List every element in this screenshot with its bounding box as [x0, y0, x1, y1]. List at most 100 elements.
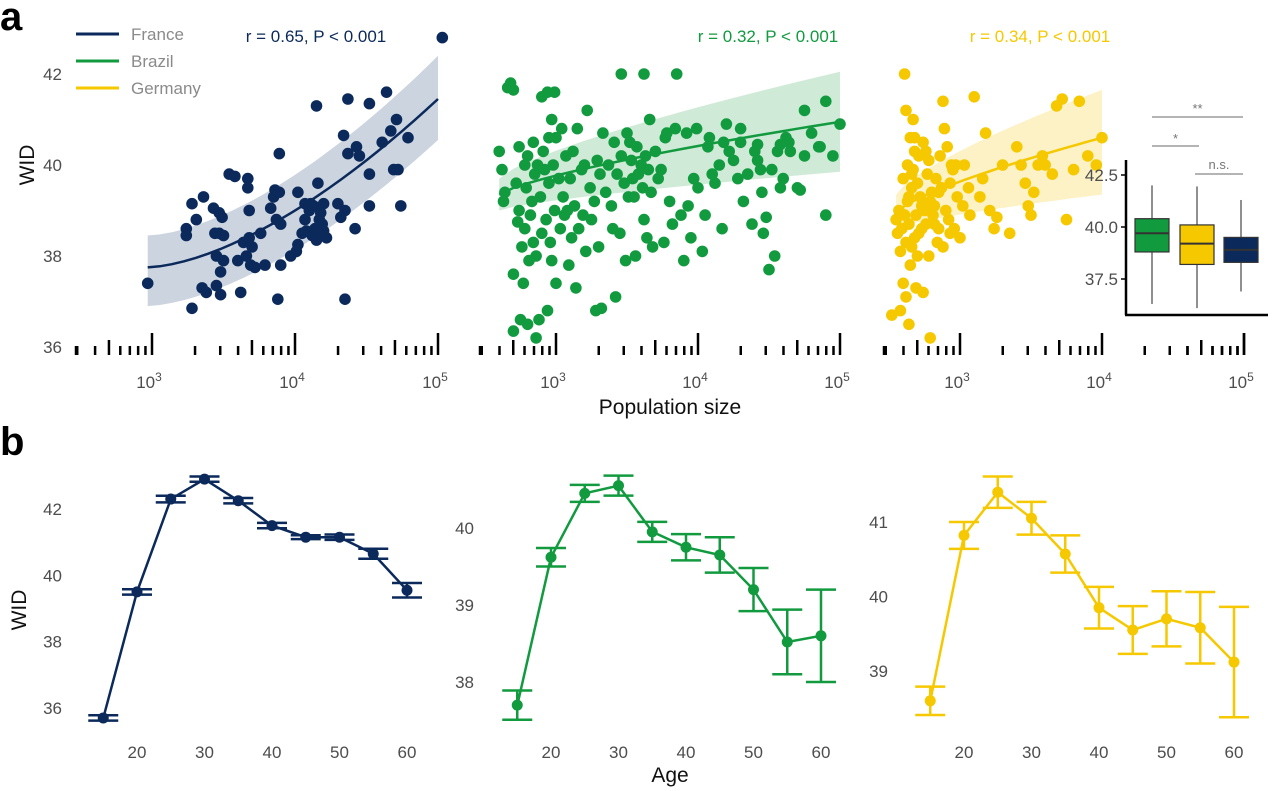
x-tick-label: 60 [398, 743, 417, 762]
x-tick-label: 50 [330, 743, 349, 762]
scatter-point [317, 197, 330, 210]
scatter-point [944, 227, 956, 240]
scatter-point [720, 118, 733, 130]
x-tick-label: 50 [1157, 743, 1176, 762]
scatter-point [273, 186, 286, 199]
x-tick-label: 103 [136, 370, 162, 392]
scatter-point [339, 204, 351, 217]
x-tick-label: 20 [955, 743, 974, 762]
scatter-point [897, 277, 909, 290]
scatter-point [242, 182, 254, 194]
scatter-point [1073, 95, 1086, 108]
scatter-point [577, 209, 589, 221]
scatter-point [678, 254, 690, 267]
scatter-point [597, 127, 609, 139]
scatter-point [519, 222, 531, 235]
scatter-point [666, 218, 679, 230]
x-tick-label: 40 [263, 743, 282, 762]
scatter-point [911, 250, 924, 262]
scatter-point [1060, 213, 1073, 226]
significance-label: ** [1192, 101, 1202, 116]
data-point [992, 486, 1004, 498]
scatter-point [820, 209, 832, 221]
data-point [781, 636, 793, 648]
scatter-point [814, 141, 826, 153]
scatter-point [385, 125, 397, 137]
scatter-point [342, 147, 354, 160]
data-point [1127, 624, 1139, 636]
scatter-point [402, 131, 414, 144]
scatter-point [242, 172, 254, 185]
scatter-point [636, 182, 649, 194]
scatter-point [259, 259, 271, 271]
series-line [929, 490, 1235, 702]
scatter-point [543, 177, 555, 189]
scatter-point [923, 250, 935, 262]
data-point [367, 548, 379, 560]
scatter-point [734, 122, 747, 135]
data-point [1228, 656, 1240, 668]
scatter-point [685, 232, 697, 244]
panel-b-x-axis-title: Age [651, 764, 688, 787]
scatter-point [1067, 163, 1080, 176]
x-tick-label: 40 [1090, 743, 1109, 762]
scatter-point [629, 250, 642, 262]
scatter-point [530, 332, 542, 344]
scatter-point [1090, 159, 1103, 171]
x-tick-label: 40 [677, 743, 696, 762]
scatter-point [216, 211, 228, 224]
y-tick-label: 40 [869, 588, 888, 607]
scatter-point [519, 159, 531, 171]
scatter-point [930, 172, 942, 185]
scatter-point [820, 95, 832, 108]
scatter-point [732, 172, 744, 185]
scatter-point [555, 122, 568, 135]
scatter-point [1046, 168, 1059, 180]
scatter-point [273, 147, 286, 160]
scatter-point [349, 222, 361, 235]
scatter-point [141, 277, 154, 290]
scatter-point [210, 279, 223, 292]
x-tick-label: 20 [128, 743, 147, 762]
y-tick-label: 36 [43, 699, 62, 718]
data-point [165, 493, 177, 505]
scatter-point [585, 213, 598, 226]
correlation-annotation: r = 0.65, P < 0.001 [246, 27, 387, 46]
scatter-point [380, 86, 393, 98]
scatter-point [513, 141, 525, 153]
scatter-point [571, 122, 584, 135]
scatter-point [968, 91, 980, 103]
x-tick-label: 30 [1022, 743, 1041, 762]
scatter-point [234, 286, 247, 299]
scatter-point [924, 195, 936, 208]
scatter-point [611, 168, 623, 180]
scatter-point [628, 191, 640, 203]
x-tick-label: 105 [1228, 370, 1254, 392]
scatter-point [339, 293, 351, 306]
scatter-point [572, 222, 585, 235]
scatter-point [548, 204, 561, 217]
scatter-point [958, 159, 971, 171]
scatter-point [699, 209, 711, 221]
scatter-point [605, 200, 618, 212]
scatter-point [834, 118, 846, 130]
scatter-point [894, 304, 907, 317]
scatter-point [798, 104, 811, 117]
scatter-point [670, 68, 683, 80]
correlation-annotation: r = 0.32, P < 0.001 [698, 27, 839, 46]
data-point [1093, 602, 1105, 614]
scatter-point [353, 150, 366, 162]
scatter-point [608, 136, 620, 149]
y-tick-label: 40 [43, 566, 62, 585]
data-point [579, 487, 591, 499]
x-tick-label: 20 [542, 743, 561, 762]
scatter-point [696, 245, 709, 258]
scatter-point [737, 195, 750, 208]
scatter-point [937, 241, 949, 253]
scatter-point [682, 200, 694, 212]
scatter-point [754, 163, 767, 176]
scatter-point [1039, 159, 1051, 171]
panel-b-y-axis-title: WID [8, 590, 31, 631]
scatter-point [246, 241, 258, 253]
